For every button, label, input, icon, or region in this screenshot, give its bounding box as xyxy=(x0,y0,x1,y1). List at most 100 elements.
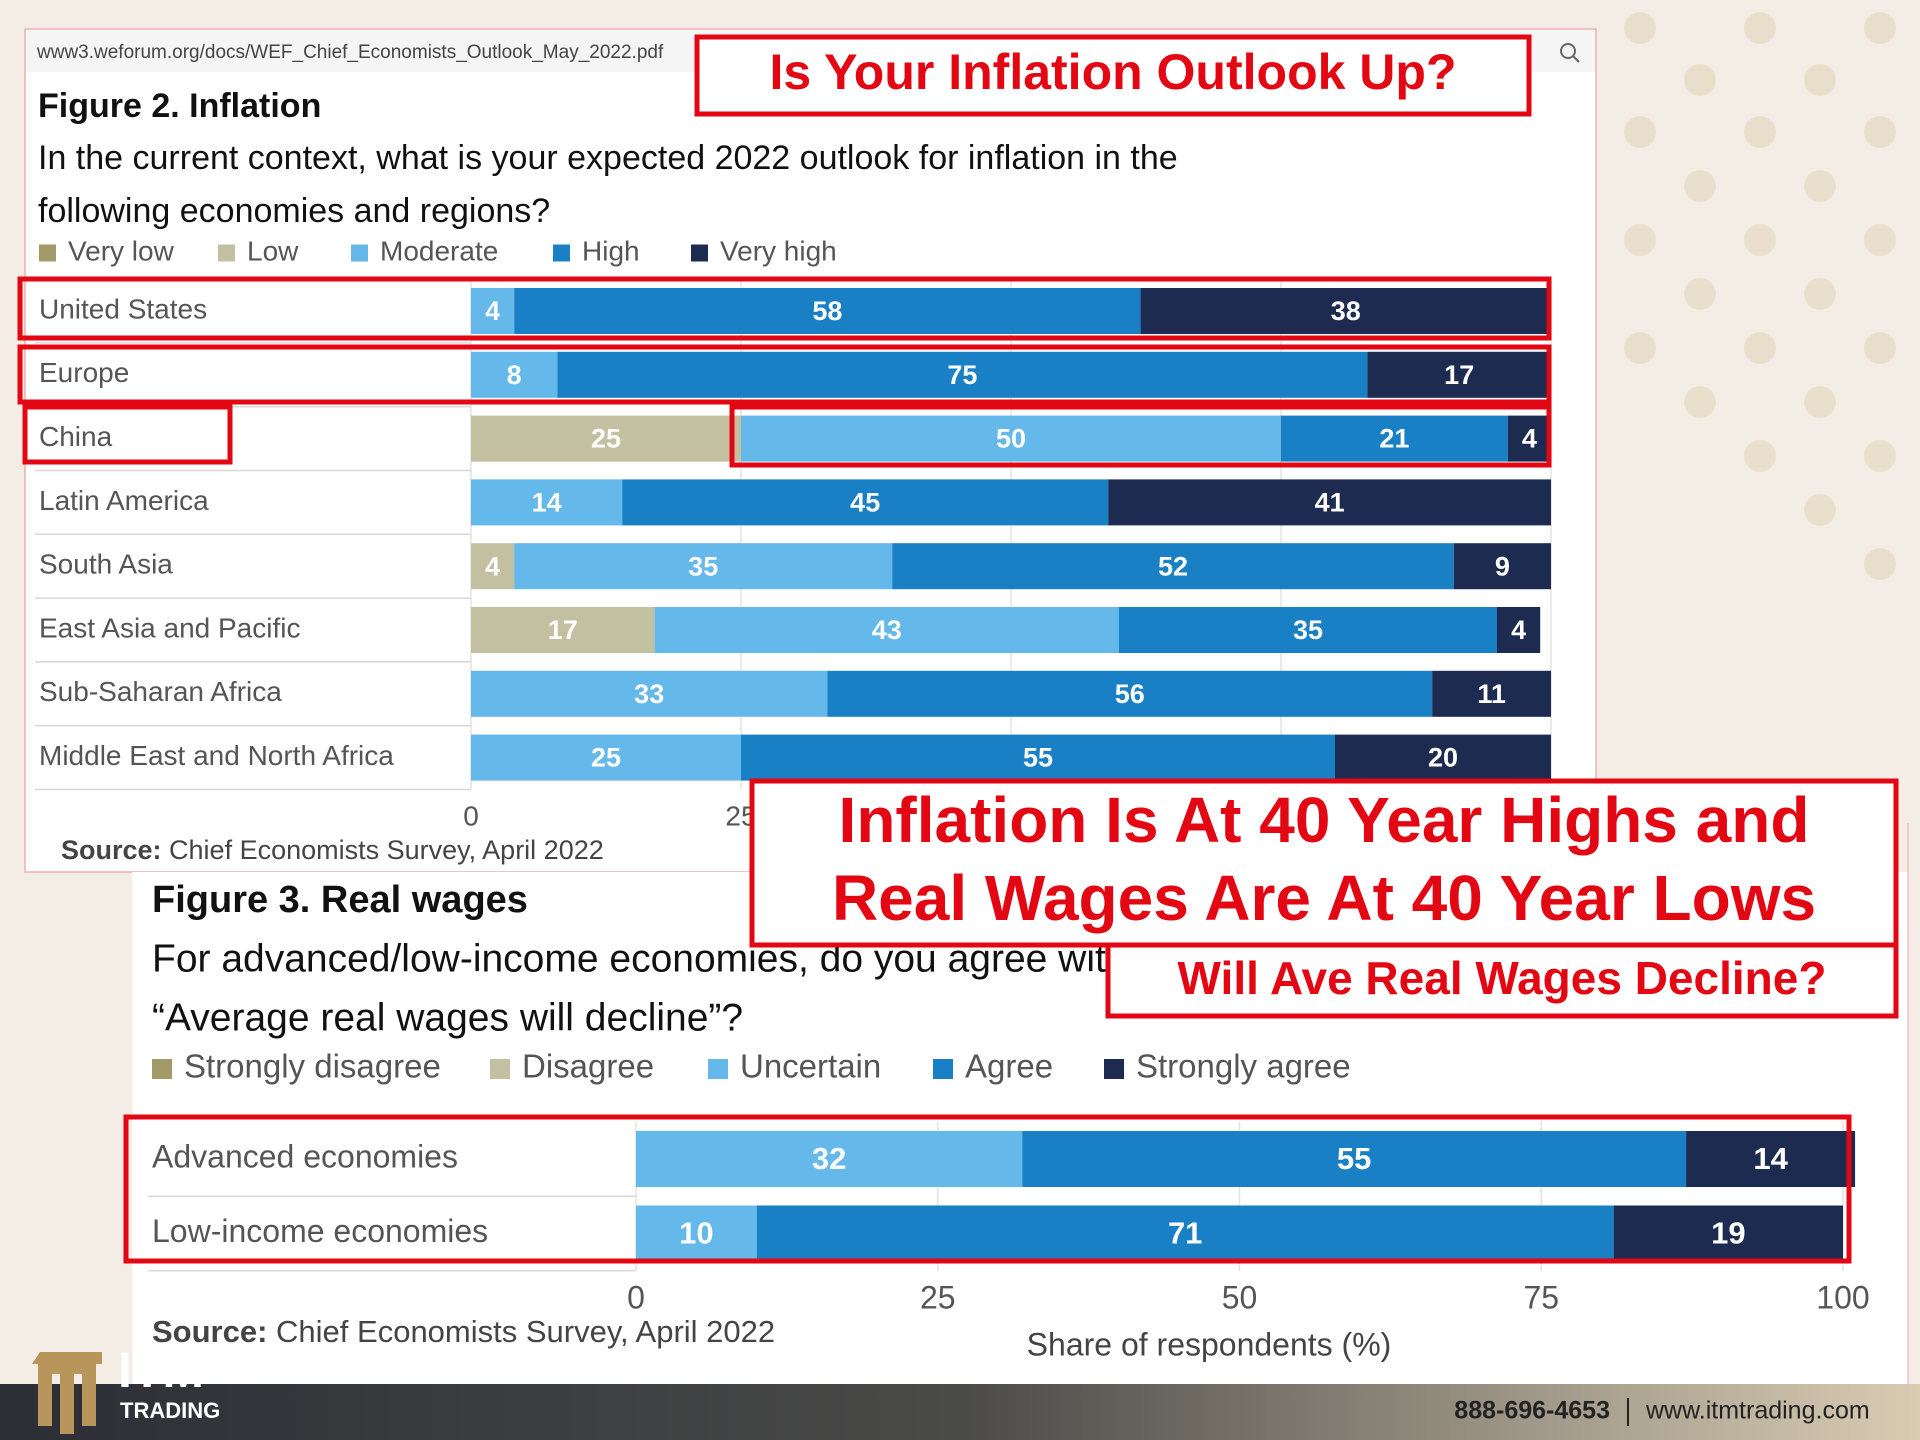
x-axis-label: Share of respondents (%) xyxy=(1027,1326,1392,1362)
value-label: 55 xyxy=(1337,1141,1371,1176)
bar-segment xyxy=(471,734,741,781)
category-label: Europe xyxy=(39,357,129,388)
callout-text: Is Your Inflation Outlook Up? xyxy=(769,44,1456,100)
legend-swatch xyxy=(152,1059,172,1079)
bar-segment xyxy=(622,479,1109,526)
callout-text: Real Wages Are At 40 Year Lows xyxy=(832,862,1816,934)
value-label: 56 xyxy=(1115,679,1145,709)
value-label: 45 xyxy=(850,488,880,518)
bar-segment xyxy=(1367,351,1551,398)
value-label: 4 xyxy=(485,551,500,581)
phone: 888-696-4653 xyxy=(1454,1397,1610,1425)
chart-subtitle: In the current context, what is your exp… xyxy=(38,139,1178,177)
bar-segment xyxy=(1453,543,1551,590)
footer: ITM TRADING 888-696-4653 www.itmtrading.… xyxy=(0,1342,1920,1440)
bar-segment xyxy=(471,670,828,717)
value-label: 71 xyxy=(1168,1216,1202,1251)
callout-text: Will Ave Real Wages Decline? xyxy=(1178,952,1827,1004)
logo-sub: TRADING xyxy=(120,1398,220,1423)
bar-segment xyxy=(471,415,741,462)
figure-2-panel: www3.weforum.org/docs/WEF_Chief_Economis… xyxy=(24,28,1597,873)
category-label: China xyxy=(39,421,113,452)
legend-swatch xyxy=(553,244,570,262)
legend-swatch xyxy=(218,244,235,262)
category-label: East Asia and Pacific xyxy=(39,612,300,643)
legend-swatch xyxy=(490,1059,510,1079)
legend-label: Very low xyxy=(68,235,175,266)
legend-label: Disagree xyxy=(522,1048,654,1085)
value-label: 4 xyxy=(485,296,500,326)
value-label: 19 xyxy=(1711,1216,1745,1251)
category-label: Middle East and North Africa xyxy=(39,740,394,771)
legend-label: Low xyxy=(247,235,299,266)
callout-box xyxy=(694,34,1532,117)
bar-segment xyxy=(756,1205,1614,1262)
figure-3-panel: Figure 3. Real wages For advanced/low-in… xyxy=(132,823,1909,1384)
source-text: Chief Economists Survey, April 2022 xyxy=(276,1314,775,1349)
legend-label: Strongly agree xyxy=(1136,1048,1351,1085)
bar-segment xyxy=(1119,607,1497,653)
legend-swatch xyxy=(708,1059,728,1079)
bar-segment xyxy=(1497,607,1541,653)
value-label: 33 xyxy=(634,679,664,709)
legend-swatch xyxy=(691,244,708,262)
legend-label: Moderate xyxy=(380,235,498,266)
bar-segment xyxy=(1108,479,1551,526)
value-label: 14 xyxy=(532,488,562,518)
bar-segment xyxy=(741,734,1335,781)
value-label: 8 xyxy=(507,360,522,390)
value-label: 43 xyxy=(872,615,902,645)
value-label: 35 xyxy=(1293,615,1323,645)
zoom-icon xyxy=(1560,43,1580,63)
value-label: 52 xyxy=(1158,551,1188,581)
bar-segment xyxy=(1613,1205,1843,1262)
url: www3.weforum.org/docs/WEF_Chief_Economis… xyxy=(36,42,664,63)
bar-segment xyxy=(1140,288,1551,334)
value-label: 10 xyxy=(679,1216,713,1251)
x-tick-label: 100 xyxy=(1816,1279,1869,1315)
callout-box xyxy=(749,778,1899,948)
value-label: 25 xyxy=(591,743,621,773)
bar-segment xyxy=(892,543,1454,590)
bar-segment xyxy=(557,351,1368,398)
bar-segment xyxy=(471,479,623,526)
source-label: Source: xyxy=(61,835,162,865)
value-label: 11 xyxy=(1477,679,1506,709)
category-label: Sub-Saharan Africa xyxy=(39,676,282,707)
callout-text: Inflation Is At 40 Year Highs and xyxy=(839,784,1810,856)
bar-segment xyxy=(636,1205,757,1262)
category-label: South Asia xyxy=(39,549,173,580)
category-label: Latin America xyxy=(39,485,209,516)
x-tick-label: 50 xyxy=(1222,1279,1258,1315)
callouts: Is Your Inflation Outlook Up? Inflation … xyxy=(694,34,1899,1019)
legend-label: High xyxy=(582,235,640,266)
chart-title: Figure 3. Real wages xyxy=(152,879,528,921)
bar-segment xyxy=(471,351,558,398)
value-label: 20 xyxy=(1428,743,1458,773)
value-label: 4 xyxy=(1522,424,1537,454)
source-label: Source: xyxy=(152,1314,267,1349)
bar-segment xyxy=(514,543,893,590)
bar-segment xyxy=(636,1131,1023,1187)
value-label: 17 xyxy=(548,615,578,645)
legend-swatch xyxy=(39,244,56,262)
bar-segment xyxy=(1335,734,1551,781)
logo: ITM xyxy=(118,1342,204,1398)
source: Source: Chief Economists Survey, April 2… xyxy=(152,1314,775,1349)
website: www.itmtrading.com xyxy=(1645,1397,1870,1425)
bar-segment xyxy=(471,288,515,334)
value-label: 14 xyxy=(1753,1141,1788,1176)
bar-segment xyxy=(1022,1131,1687,1187)
legend-label: Very high xyxy=(720,235,837,266)
bar-segment xyxy=(471,607,655,653)
x-tick-label: 0 xyxy=(627,1279,645,1315)
legend-swatch xyxy=(933,1059,953,1079)
value-label: 32 xyxy=(812,1141,846,1176)
legend-label: Uncertain xyxy=(740,1048,881,1085)
value-label: 9 xyxy=(1495,551,1510,581)
bar-segment xyxy=(654,607,1119,653)
source-text: Chief Economists Survey, April 2022 xyxy=(169,835,604,865)
bar-segment xyxy=(1686,1131,1856,1187)
background-pattern xyxy=(1624,12,1896,580)
